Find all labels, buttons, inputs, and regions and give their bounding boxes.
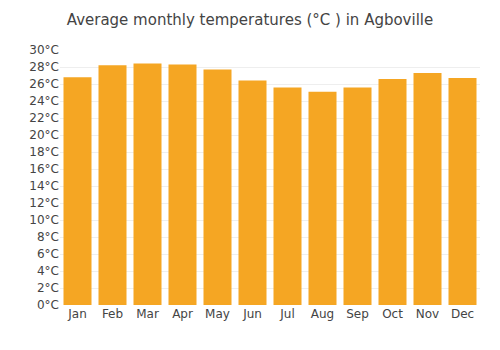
svg-text:20°C: 20°C — [29, 128, 59, 142]
svg-text:22°C: 22°C — [29, 111, 59, 125]
svg-text:Apr: Apr — [172, 307, 193, 321]
svg-text:2°C: 2°C — [37, 281, 59, 295]
svg-text:Nov: Nov — [416, 307, 439, 321]
svg-text:Mar: Mar — [136, 307, 159, 321]
svg-text:0°C: 0°C — [37, 298, 59, 312]
svg-text:Oct: Oct — [382, 307, 403, 321]
svg-text:12°C: 12°C — [29, 196, 59, 210]
svg-text:8°C: 8°C — [37, 230, 59, 244]
svg-text:16°C: 16°C — [29, 162, 59, 176]
svg-text:18°C: 18°C — [29, 145, 59, 159]
svg-text:24°C: 24°C — [29, 94, 59, 108]
svg-text:28°C: 28°C — [29, 60, 59, 74]
svg-text:Dec: Dec — [451, 307, 474, 321]
svg-text:Jun: Jun — [242, 307, 262, 321]
svg-text:10°C: 10°C — [29, 213, 59, 227]
svg-text:6°C: 6°C — [37, 247, 59, 261]
svg-text:Jan: Jan — [67, 307, 87, 321]
svg-text:Feb: Feb — [102, 307, 123, 321]
svg-text:4°C: 4°C — [37, 264, 59, 278]
svg-text:Average monthly temperatures (: Average monthly temperatures (°C ) in Ag… — [67, 11, 433, 29]
svg-text:Sep: Sep — [346, 307, 369, 321]
svg-text:Aug: Aug — [311, 307, 334, 321]
svg-text:Jul: Jul — [279, 307, 294, 321]
svg-text:14°C: 14°C — [29, 179, 59, 193]
svg-text:May: May — [205, 307, 230, 321]
svg-text:26°C: 26°C — [29, 77, 59, 91]
svg-text:30°C: 30°C — [29, 43, 59, 57]
